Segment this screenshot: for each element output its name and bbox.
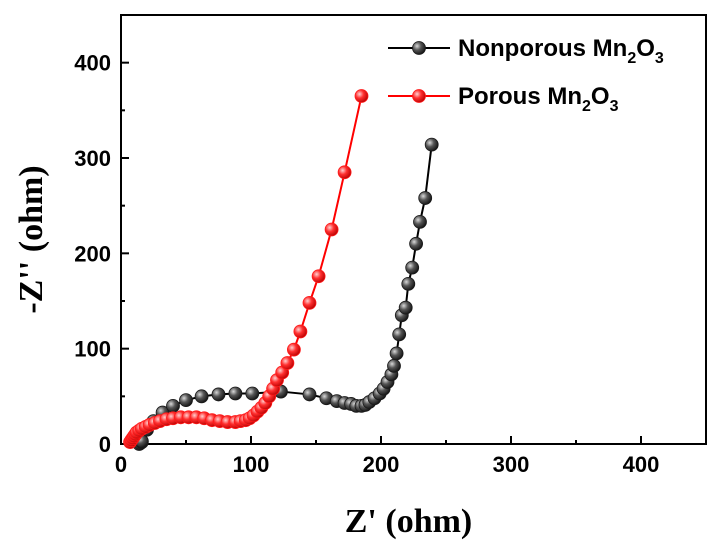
y-tick-label: 200 — [74, 241, 111, 266]
legend-subscript: 2 — [627, 50, 636, 67]
data-point — [418, 191, 433, 205]
data-point — [392, 327, 407, 342]
x-tick-label: 400 — [623, 452, 660, 477]
plot-frame — [120, 14, 707, 445]
data-point — [228, 386, 243, 401]
data-point — [354, 89, 369, 103]
data-point — [311, 269, 326, 284]
data-point — [398, 300, 413, 315]
legend-text-main: Porous Mn — [458, 83, 582, 110]
y-tick-label: 100 — [74, 337, 111, 362]
legend-label: Porous Mn2O3 — [458, 83, 619, 115]
x-tick-label: 300 — [493, 452, 530, 477]
data-point — [324, 222, 339, 237]
series-1 — [123, 89, 369, 449]
data-point — [413, 214, 427, 229]
data-point — [302, 387, 317, 402]
data-point — [401, 276, 416, 291]
data-point — [405, 260, 420, 275]
y-axis-title: -Z'' (ohm) — [13, 165, 50, 313]
series-layer — [123, 89, 439, 451]
data-point — [337, 165, 352, 180]
legend-subscript: 3 — [655, 50, 664, 67]
data-point — [389, 346, 404, 361]
y-tick-label: 400 — [74, 51, 111, 76]
data-point — [166, 398, 180, 413]
x-tick-label: 200 — [363, 452, 400, 477]
data-point — [387, 358, 401, 373]
legend-subscript: 2 — [582, 98, 591, 115]
legend-marker — [412, 41, 426, 55]
y-tick-label: 0 — [99, 432, 111, 457]
legend-subscript: 3 — [610, 98, 619, 115]
legend-marker — [412, 89, 426, 103]
data-point — [409, 236, 424, 251]
data-point — [211, 387, 226, 402]
legend-text-main: O — [636, 35, 655, 62]
data-point — [286, 342, 301, 357]
data-point — [280, 356, 295, 370]
axis-labels: Z' (ohm) -Z'' (ohm) — [13, 165, 472, 540]
series-line — [129, 95, 363, 443]
legend-text-main: O — [591, 83, 610, 110]
x-tick-label: 0 — [115, 452, 127, 477]
data-point — [245, 386, 260, 401]
x-axis-title: Z' (ohm) — [345, 503, 473, 540]
data-point — [194, 389, 209, 404]
data-point — [302, 296, 317, 310]
x-tick-label: 100 — [233, 452, 270, 477]
data-point — [179, 393, 193, 408]
series-0 — [132, 137, 439, 451]
axis-ticks: 0 100 200 300 400 0 100 200 300 400 — [74, 51, 659, 477]
legend-label: Nonporous Mn2O3 — [458, 35, 664, 67]
y-tick-label: 300 — [74, 146, 111, 171]
data-point — [424, 137, 439, 152]
legend-text-main: Nonporous Mn — [458, 35, 627, 62]
data-point — [293, 324, 308, 339]
